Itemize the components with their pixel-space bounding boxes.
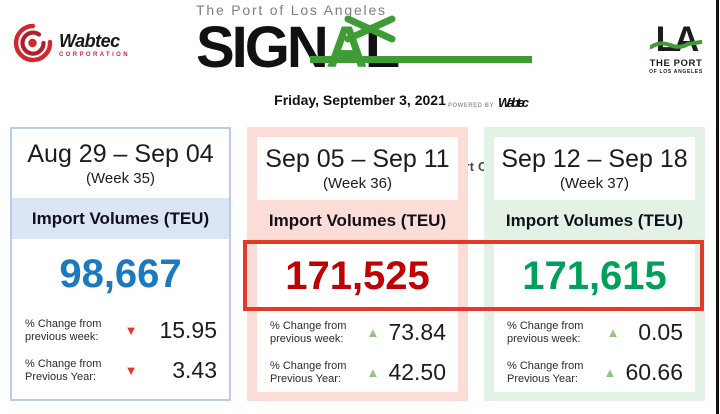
up-triangle-icon: ▲ — [366, 365, 380, 380]
change-label: % Change from Previous Year: — [25, 358, 115, 384]
card-week-36: Sep 05 – Sep 11 (Week 36) Import Volumes… — [247, 127, 468, 401]
card-body: 98,667 % Change from previous week: ▼ 15… — [12, 239, 229, 399]
up-triangle-icon: ▲ — [366, 325, 380, 340]
change-row-previous-year: % Change from Previous Year: ▲ 42.50 — [257, 354, 458, 391]
wabtec-wordmark: Wabtec CORPORATION — [59, 32, 130, 58]
up-triangle-icon: ▲ — [603, 365, 617, 380]
change-label-line2: previous week: — [25, 330, 99, 343]
signal-masthead: The Port of Los Angeles SIGNAL POWERED B… — [196, 2, 556, 174]
change-label-line2: Previous Year: — [25, 370, 96, 383]
change-value: 60.66 — [625, 359, 683, 385]
change-label-line1: % Change from — [507, 359, 584, 372]
change-row-previous-week: % Change from previous week: ▼ 15.95 — [12, 312, 229, 349]
wabtec-corporation-text: CORPORATION — [59, 52, 130, 58]
card-date-header: Sep 12 – Sep 18 (Week 37) — [494, 137, 695, 200]
import-volume-value: 171,615 — [522, 254, 667, 298]
la-monogram: LA — [648, 22, 704, 57]
signal-x-icon — [344, 15, 396, 43]
change-label-line1: % Change from — [507, 319, 584, 332]
change-label-line1: % Change from — [270, 359, 347, 372]
change-label: % Change from Previous Year: — [270, 360, 357, 386]
powered-by-label: POWERED BY — [448, 103, 495, 109]
import-volumes-header: Import Volumes (TEU) — [247, 200, 468, 241]
change-value: 42.50 — [388, 359, 446, 385]
la-monogram-text: LA — [655, 20, 700, 59]
import-volumes-header: Import Volumes (TEU) — [12, 198, 229, 239]
port-of-la-logo: LA THE PORT OF LOS ANGELES — [648, 22, 704, 75]
import-volume-value: 171,525 — [285, 254, 430, 298]
report-date: Friday, September 3, 2021 — [274, 92, 446, 108]
change-label-line1: % Change from — [25, 357, 102, 370]
wabtec-swirl-icon — [13, 23, 53, 63]
week-label: (Week 37) — [560, 175, 629, 192]
change-row-previous-year: % Change from Previous Year: ▲ 60.66 — [494, 354, 695, 391]
wabtec-corporation-logo: Wabtec CORPORATION — [12, 23, 130, 63]
card-body: 171,525 % Change from previous week: ▲ 7… — [257, 241, 458, 392]
import-volume-value: 98,667 — [59, 252, 182, 296]
section-title: Import Volumes (TEU) — [505, 210, 684, 230]
card-body: 171,615 % Change from previous week: ▲ 0… — [494, 241, 695, 392]
change-value: 73.84 — [388, 319, 446, 345]
section-title: Import Volumes (TEU) — [31, 208, 210, 228]
change-value: 0.05 — [638, 319, 683, 345]
change-label-line2: previous week: — [270, 332, 344, 345]
la-green-wave-icon — [650, 40, 702, 49]
change-label: % Change from previous week: — [270, 320, 357, 346]
signal-wordmark: SIGNAL POWERED BY Wabtec Port Optimizer™ — [196, 15, 556, 174]
change-label-line2: Previous Year: — [270, 372, 341, 385]
window-edge-line — [716, 0, 719, 414]
date-range: Sep 05 – Sep 11 — [265, 145, 450, 173]
change-label-line1: % Change from — [25, 317, 102, 330]
down-triangle-icon: ▼ — [124, 323, 138, 338]
card-date-header: Aug 29 – Sep 04 (Week 35) — [12, 129, 229, 198]
la-of-los-angeles-text: OF LOS ANGELES — [649, 69, 703, 75]
change-label-line2: Previous Year: — [507, 372, 578, 385]
port-of-los-angeles-title: The Port of Los Angeles — [196, 2, 387, 18]
change-row-previous-week: % Change from previous week: ▲ 73.84 — [257, 314, 458, 351]
la-the-port-text: THE PORT — [649, 58, 703, 69]
change-value: 15.95 — [159, 317, 217, 343]
change-label: % Change from Previous Year: — [507, 360, 594, 386]
section-title: Import Volumes (TEU) — [268, 210, 447, 230]
wabtec-brand-text: Wabtec — [59, 31, 120, 51]
powered-by-wabtec: Wabtec — [498, 95, 529, 110]
date-range: Aug 29 – Sep 04 — [27, 140, 214, 168]
card-date-header: Sep 05 – Sep 11 (Week 36) — [257, 137, 458, 200]
change-label-line2: previous week: — [507, 332, 581, 345]
signal-green-bar — [310, 56, 532, 63]
import-volumes-header: Import Volumes (TEU) — [484, 200, 705, 241]
signal-black-letters: SIGN — [196, 15, 329, 80]
change-label: % Change from previous week: — [25, 318, 115, 344]
card-week-35: Aug 29 – Sep 04 (Week 35) Import Volumes… — [10, 127, 231, 401]
change-label-line1: % Change from — [270, 319, 347, 332]
card-week-37: Sep 12 – Sep 18 (Week 37) Import Volumes… — [484, 127, 705, 401]
down-triangle-icon: ▼ — [124, 363, 138, 378]
week-label: (Week 36) — [323, 175, 392, 192]
change-row-previous-week: % Change from previous week: ▲ 0.05 — [494, 314, 695, 351]
week-label: (Week 35) — [86, 170, 155, 187]
change-label: % Change from previous week: — [507, 320, 597, 346]
date-range: Sep 12 – Sep 18 — [501, 145, 688, 173]
change-row-previous-year: % Change from Previous Year: ▼ 3.43 — [12, 352, 229, 389]
change-value: 3.43 — [172, 357, 217, 383]
up-triangle-icon: ▲ — [606, 325, 620, 340]
